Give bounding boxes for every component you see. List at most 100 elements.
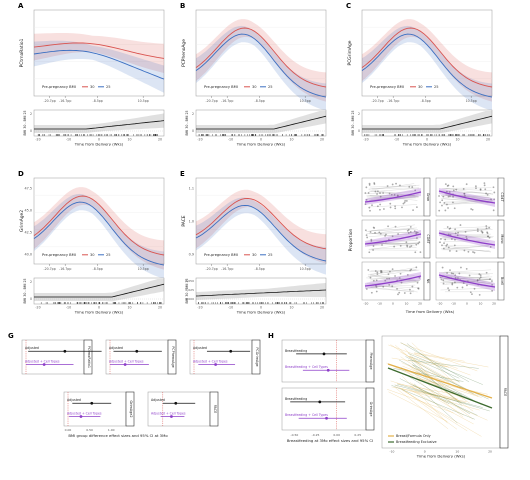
x-tick-label: 10 [127,306,131,310]
diff-y-tick: 2 [358,112,360,116]
mean-line-formula [387,363,493,399]
x-tick-label: 0.25 [354,433,361,437]
data-point [459,224,462,226]
x-tick-label: 20 [158,306,162,310]
data-point [441,199,444,202]
subject-line [409,386,488,421]
data-point [486,193,489,196]
subject-line [441,236,494,238]
data-point [485,192,487,195]
row-label: Adjusted + Cell Types [151,411,186,415]
data-point [379,269,382,272]
subject-line [391,357,448,367]
data-point [479,188,482,191]
data-point [367,192,370,194]
x-tick-label: 0 [424,450,426,454]
x-axis-label: Time from Delivery (Wks) [74,142,124,147]
x-tick-label: -20 [35,138,40,142]
event-tick-label: -8.5pp [421,99,431,103]
subject-line [443,240,490,242]
subject-line [443,226,491,229]
data-point [483,184,486,187]
data-point [384,234,386,237]
data-point [464,194,466,197]
data-point [468,274,471,277]
data-point [491,280,493,282]
data-point [411,285,414,288]
x-axis-label: Time from Delivery (Wks) [236,142,286,147]
event-tick-label: -16.7pp [221,99,233,103]
subject-line [443,187,492,189]
point-estimate [325,416,328,420]
subject-line [411,361,463,406]
data-point [369,276,372,279]
facet-strip [125,391,135,427]
subject-line [442,202,489,205]
data-point [396,287,398,290]
diff-y-label: BMI 30 - BMI 25 [23,110,27,135]
x-tick-label: 0 [260,138,262,142]
data-point [365,186,368,189]
diff-frame [195,109,327,137]
data-point [443,202,446,204]
x-tick-label: -0.50 [291,433,299,437]
data-point [370,291,373,294]
x-tick-label: 20 [158,138,162,142]
data-point [476,279,479,282]
trend-line [364,233,422,245]
point-estimate [79,415,83,418]
subject-line [396,383,456,395]
point-estimate [170,415,173,418]
legend-title: Pre-pregnancy BMI [204,85,238,89]
data-point [365,288,368,290]
point-estimate [322,352,326,356]
diff-line [195,289,327,297]
data-point [469,291,472,294]
subject-line [371,229,419,231]
subject-line [366,224,415,232]
subject-line [390,380,459,402]
data-point [407,228,410,231]
facet-frame [281,339,367,383]
point-estimate [229,349,233,353]
point-estimate [42,363,46,366]
data-point [418,276,421,279]
diff-y-tick: 0 [30,129,32,133]
data-point [368,251,371,254]
y-axis-label: PCGrimAge [347,40,353,65]
data-point [386,185,389,187]
subject-line [444,245,492,253]
panel-h: H PhenoAge Breastfeeding Breastfeeding + Ce… [268,332,375,443]
subject-line [400,342,478,372]
data-point [452,201,454,204]
data-point [457,231,459,234]
x-tick-label: 10 [455,450,459,454]
facet-strip-label: GrimAge2 [129,401,133,418]
point-estimate [318,400,322,404]
x-tick-label: -10 [390,450,395,454]
data-point [410,268,413,271]
x-tick-label: 20 [418,302,422,306]
facet-strip-label: Mono [500,234,504,243]
subject-line [368,189,419,197]
x-tick-label: -20 [363,138,368,142]
diff-ci-band [362,111,492,134]
data-point [438,195,440,197]
x-tick-label: 10 [455,138,459,142]
data-point [415,266,418,269]
point-estimate [174,401,178,405]
data-point [447,207,449,209]
y-tick-label: 42.5 [24,231,32,235]
panel-d: D GrimAge2 40.0 42.5 45.0 47.5 Pre-pregnancy B… [18,170,165,315]
event-tick-label: 10.5pp [138,267,149,271]
data-point [379,208,381,211]
subject-line [368,233,416,237]
subject-line [411,377,488,395]
data-point [455,250,458,253]
diff-y-tick: 0.000 [185,297,194,301]
data-point [387,273,390,276]
data-point [458,272,461,275]
trajectory-bmi30 [361,27,493,88]
data-point [409,288,411,291]
